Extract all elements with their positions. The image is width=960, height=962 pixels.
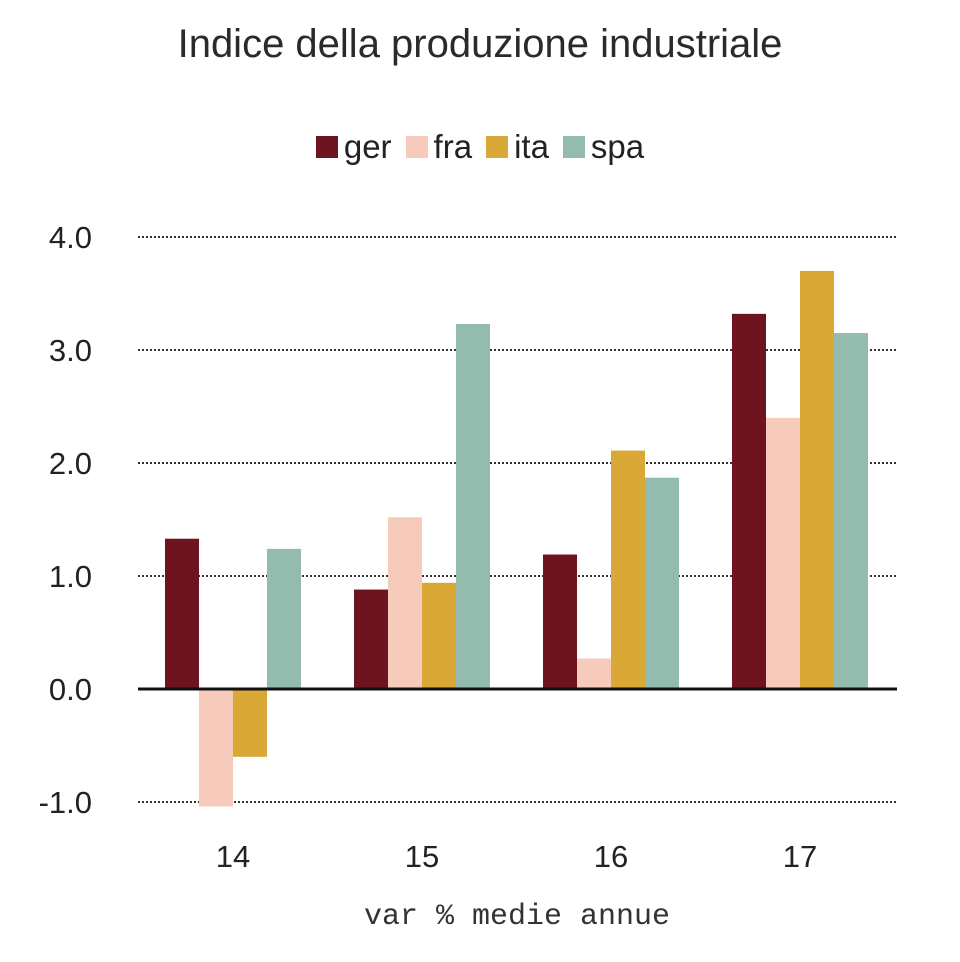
y-tick-label: 0.0 [49,672,92,707]
legend-swatch-spa [562,136,585,158]
bar-fra-17 [766,417,800,689]
bar-spa-17 [834,333,868,689]
legend-item-spa: spa [562,128,645,166]
legend-label-ita: ita [514,128,549,165]
legend-item-ita: ita [486,128,549,166]
bar-ita-17 [800,270,834,689]
x-tick-label: 14 [216,839,250,874]
bar-spa-15 [456,324,490,689]
x-tick-label: 17 [783,839,817,874]
bar-fra-14 [199,689,233,807]
bar-ita-15 [422,582,456,689]
bar-ger-15 [354,589,388,689]
bar-ger-14 [165,538,199,689]
bar-ita-16 [611,450,645,689]
legend-item-fra: fra [405,128,473,166]
legend-swatch-ita [486,136,509,158]
bar-ger-16 [543,554,577,689]
legend-item-ger: ger [315,128,392,166]
bar-fra-15 [388,517,422,689]
legend-swatch-ger [315,136,338,158]
y-tick-label: 1.0 [49,559,92,594]
y-tick-label: 4.0 [49,220,92,255]
legend-swatch-fra [405,136,428,158]
legend-label-spa: spa [590,128,645,165]
legend: ger fra ita spa [0,128,960,166]
y-tick-label: 3.0 [49,333,92,368]
y-tick-label: 2.0 [49,446,92,481]
y-tick-label: -1.0 [39,785,92,820]
bar-ger-17 [732,313,766,689]
x-axis-label: var % medie annue [364,900,670,934]
bar-spa-16 [645,477,679,689]
legend-label-fra: fra [433,128,473,165]
bar-fra-16 [577,658,611,689]
chart-title: Indice della produzione industriale [177,22,783,66]
bar-ita-14 [233,689,267,757]
legend-label-ger: ger [343,128,392,165]
bar-spa-14 [267,548,301,689]
x-tick-label: 16 [594,839,628,874]
x-tick-label: 15 [405,839,439,874]
